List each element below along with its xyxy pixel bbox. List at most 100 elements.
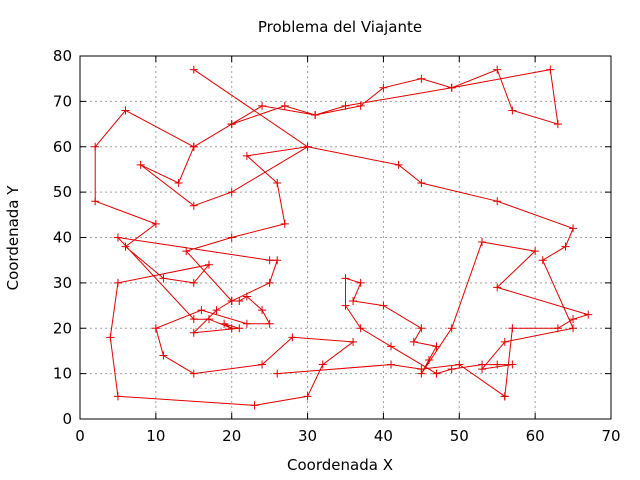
city-marker bbox=[235, 297, 244, 306]
city-marker bbox=[265, 319, 274, 328]
city-marker bbox=[584, 310, 593, 319]
route-series bbox=[91, 65, 593, 410]
city-marker bbox=[531, 247, 540, 256]
y-tick-label: 60 bbox=[53, 138, 72, 156]
city-marker bbox=[500, 392, 509, 401]
city-marker bbox=[265, 278, 274, 287]
y-tick-label: 40 bbox=[53, 229, 72, 247]
y-tick-label: 0 bbox=[62, 410, 72, 428]
city-marker bbox=[273, 369, 282, 378]
city-marker bbox=[341, 101, 350, 110]
city-marker bbox=[212, 306, 221, 315]
city-marker bbox=[242, 151, 251, 160]
city-marker bbox=[113, 278, 122, 287]
city-marker bbox=[424, 356, 433, 365]
city-marker bbox=[250, 401, 259, 410]
city-marker bbox=[311, 110, 320, 119]
city-marker bbox=[318, 360, 327, 369]
city-marker bbox=[561, 242, 570, 251]
city-marker bbox=[121, 106, 130, 115]
city-marker bbox=[91, 197, 100, 206]
city-marker bbox=[204, 260, 213, 269]
city-marker bbox=[417, 324, 426, 333]
city-marker bbox=[387, 360, 396, 369]
city-marker bbox=[493, 360, 502, 369]
city-marker bbox=[349, 337, 358, 346]
x-tick-label: 30 bbox=[298, 427, 317, 445]
city-marker bbox=[356, 101, 365, 110]
city-marker bbox=[508, 324, 517, 333]
city-marker bbox=[174, 179, 183, 188]
city-marker bbox=[569, 324, 578, 333]
city-marker bbox=[546, 65, 555, 74]
city-marker bbox=[189, 315, 198, 324]
city-marker bbox=[273, 179, 282, 188]
x-tick-label: 40 bbox=[374, 427, 393, 445]
city-marker bbox=[394, 160, 403, 169]
city-marker bbox=[189, 278, 198, 287]
city-marker bbox=[356, 278, 365, 287]
city-marker bbox=[341, 301, 350, 310]
city-marker bbox=[189, 328, 198, 337]
city-marker bbox=[91, 142, 100, 151]
y-tick-label: 50 bbox=[53, 183, 72, 201]
city-marker bbox=[409, 337, 418, 346]
city-marker bbox=[197, 306, 206, 315]
grid-lines bbox=[80, 56, 611, 419]
city-marker bbox=[151, 219, 160, 228]
city-marker bbox=[288, 333, 297, 342]
city-marker bbox=[242, 319, 251, 328]
city-marker bbox=[553, 324, 562, 333]
city-marker bbox=[136, 160, 145, 169]
x-axis-title: Coordenada X bbox=[287, 456, 393, 474]
city-marker bbox=[303, 392, 312, 401]
city-marker bbox=[258, 101, 267, 110]
y-tick-label: 80 bbox=[53, 47, 72, 65]
city-marker bbox=[379, 301, 388, 310]
city-marker bbox=[258, 306, 267, 315]
city-marker bbox=[227, 120, 236, 129]
city-marker bbox=[189, 142, 198, 151]
city-marker bbox=[455, 360, 464, 369]
city-marker bbox=[432, 342, 441, 351]
city-marker bbox=[493, 65, 502, 74]
city-marker bbox=[189, 201, 198, 210]
city-marker bbox=[538, 256, 547, 265]
city-marker bbox=[242, 292, 251, 301]
city-marker bbox=[569, 224, 578, 233]
city-marker bbox=[113, 392, 122, 401]
city-marker bbox=[113, 233, 122, 242]
city-marker bbox=[417, 74, 426, 83]
x-tick-label: 60 bbox=[526, 427, 545, 445]
city-marker bbox=[447, 324, 456, 333]
x-tick-label: 70 bbox=[601, 427, 620, 445]
city-marker bbox=[227, 188, 236, 197]
city-marker bbox=[417, 365, 426, 374]
city-marker bbox=[273, 256, 282, 265]
city-marker bbox=[227, 233, 236, 242]
city-marker bbox=[189, 369, 198, 378]
city-marker bbox=[553, 120, 562, 129]
x-tick-label: 10 bbox=[146, 427, 165, 445]
y-tick-label: 10 bbox=[53, 365, 72, 383]
city-marker bbox=[227, 297, 236, 306]
y-axis-title: Coordenada Y bbox=[4, 185, 22, 291]
y-tick-label: 20 bbox=[53, 319, 72, 337]
city-marker bbox=[379, 83, 388, 92]
city-marker bbox=[121, 242, 130, 251]
x-tick-label: 0 bbox=[75, 427, 85, 445]
city-marker bbox=[493, 283, 502, 292]
city-marker bbox=[258, 360, 267, 369]
y-tick-label: 70 bbox=[53, 92, 72, 110]
city-marker bbox=[417, 179, 426, 188]
city-marker bbox=[204, 315, 213, 324]
city-marker bbox=[569, 315, 578, 324]
city-marker bbox=[159, 274, 168, 283]
city-marker bbox=[356, 324, 365, 333]
city-marker bbox=[432, 369, 441, 378]
city-marker bbox=[493, 197, 502, 206]
city-marker bbox=[280, 101, 289, 110]
x-tick-label: 50 bbox=[450, 427, 469, 445]
chart-title: Problema del Viajante bbox=[258, 18, 422, 36]
